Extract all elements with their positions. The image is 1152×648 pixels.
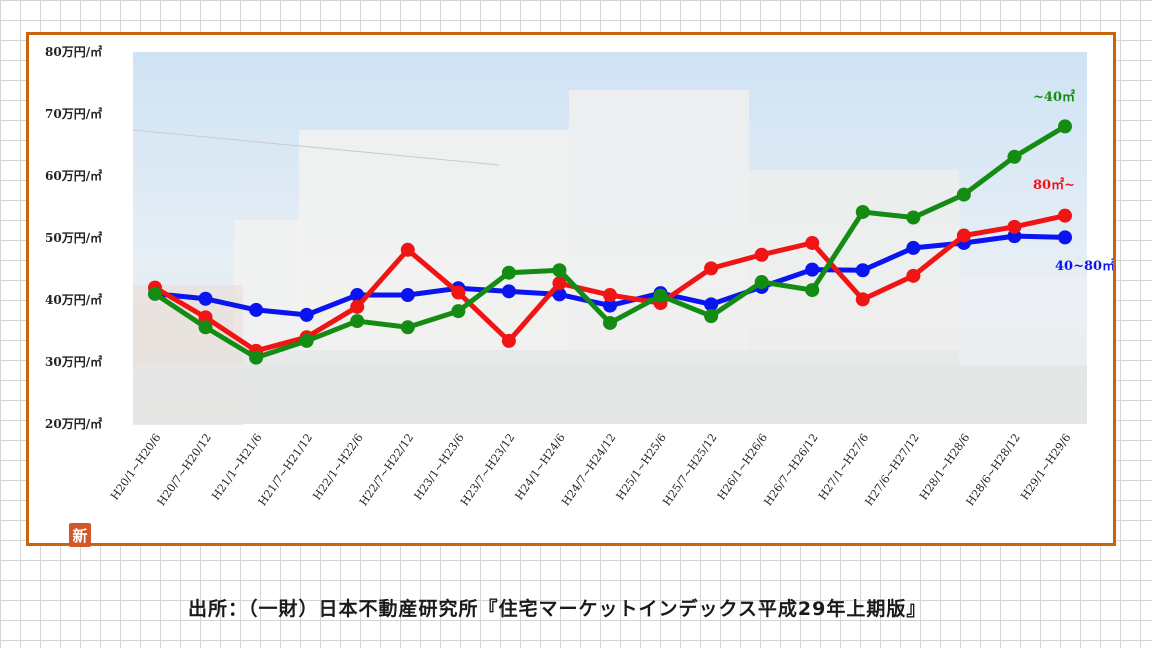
- y-tick-label: 60万円/㎡: [45, 168, 102, 183]
- x-tick-label: H27/1~H27/6: [816, 431, 871, 502]
- data-point: [198, 291, 213, 306]
- data-point: [754, 247, 769, 262]
- data-point: [198, 320, 213, 335]
- y-tick-label: 20万円/㎡: [45, 416, 102, 431]
- x-tick-label: H21/7~H21/12: [256, 431, 315, 508]
- data-point: [855, 292, 870, 307]
- data-point: [603, 315, 617, 330]
- x-tick-label: H22/1~H22/6: [310, 431, 365, 502]
- data-point: [299, 307, 314, 322]
- data-point: [501, 265, 516, 280]
- y-tick-label: 70万円/㎡: [45, 106, 102, 121]
- x-tick-label: H28/1~H28/6: [917, 431, 972, 502]
- series-layer: [148, 119, 1072, 365]
- data-point: [1058, 230, 1072, 245]
- x-tick-label: H22/7~H22/12: [357, 431, 416, 508]
- x-tick-label: H23/7~H23/12: [458, 431, 517, 508]
- data-point: [198, 310, 213, 325]
- data-point: [906, 240, 921, 255]
- series-0: [148, 229, 1072, 322]
- x-tick-label: H27/6~H27/12: [862, 431, 921, 508]
- data-point: [249, 302, 264, 317]
- x-tick-label: H26/1~H26/6: [715, 431, 770, 502]
- x-tick-label: H28/6~H28/12: [964, 431, 1023, 508]
- data-point: [400, 242, 415, 257]
- x-tick-label: H20/1~H20/6: [108, 431, 163, 502]
- y-tick-label: 50万円/㎡: [45, 230, 102, 245]
- data-point: [855, 263, 870, 278]
- data-point: [552, 263, 567, 278]
- data-point: [805, 235, 820, 250]
- data-point: [350, 299, 365, 314]
- data-point: [299, 333, 314, 348]
- data-point: [603, 298, 617, 313]
- series-2: [148, 119, 1072, 365]
- data-point: [1007, 149, 1022, 164]
- data-point: [704, 261, 719, 276]
- x-tick-label: H25/1~H25/6: [614, 431, 669, 502]
- data-point: [148, 286, 162, 301]
- series-label: 40~80㎡: [1055, 258, 1113, 274]
- data-point: [400, 320, 415, 335]
- plot-background: [132, 52, 1087, 425]
- data-point: [805, 283, 820, 298]
- data-point: [400, 288, 415, 303]
- x-tick-label: H20/7~H20/12: [155, 431, 214, 508]
- series-label: ~40㎡: [1033, 89, 1075, 105]
- data-point: [855, 204, 870, 219]
- x-tick-label: H25/7~H25/12: [660, 431, 719, 508]
- data-point: [1007, 219, 1022, 234]
- data-point: [350, 314, 365, 329]
- data-point: [704, 309, 719, 324]
- data-point: [1058, 119, 1072, 134]
- new-badge: 新: [69, 523, 91, 547]
- y-tick-label: 80万円/㎡: [45, 44, 102, 59]
- x-tick-label: H24/7~H24/12: [559, 431, 618, 508]
- x-axis-ticks: H20/1~H20/6H20/7~H20/12H21/1~H21/6H21/7~…: [108, 431, 1073, 508]
- data-point: [653, 288, 668, 303]
- data-point: [451, 285, 466, 300]
- source-note: 出所：（一財）日本不動産研究所『住宅マーケットインデックス平成29年上期版』: [188, 598, 927, 620]
- data-point: [906, 210, 921, 225]
- series-label: 80㎡~: [1033, 177, 1075, 193]
- data-point: [956, 187, 971, 202]
- data-point: [552, 276, 567, 291]
- data-point: [1058, 208, 1072, 223]
- x-tick-label: H23/1~H23/6: [412, 431, 467, 502]
- series-labels: 40~80㎡ 80㎡~ ~40㎡: [1033, 89, 1113, 274]
- x-tick-label: H26/7~H26/12: [761, 431, 820, 508]
- data-point: [754, 275, 769, 290]
- x-tick-label: H29/1~H29/6: [1018, 431, 1073, 502]
- data-point: [501, 333, 516, 348]
- data-point: [603, 288, 617, 303]
- data-point: [501, 284, 516, 299]
- y-tick-label: 30万円/㎡: [45, 354, 102, 369]
- chart-frame: 80万円/㎡ 70万円/㎡ 60万円/㎡ 50万円/㎡ 40万円/㎡ 30万円/㎡ 20万円…: [26, 32, 1116, 547]
- x-tick-label: H21/1~H21/6: [209, 431, 264, 502]
- data-point: [805, 262, 820, 277]
- data-point: [249, 350, 264, 365]
- data-point: [956, 228, 971, 243]
- y-tick-label: 40万円/㎡: [45, 292, 102, 307]
- data-point: [704, 297, 719, 312]
- data-point: [451, 304, 466, 319]
- data-point: [350, 288, 365, 303]
- y-axis-ticks: 80万円/㎡ 70万円/㎡ 60万円/㎡ 50万円/㎡ 40万円/㎡ 30万円/㎡ 20万円…: [45, 44, 102, 431]
- data-point: [906, 268, 921, 283]
- line-chart: 80万円/㎡ 70万円/㎡ 60万円/㎡ 50万円/㎡ 40万円/㎡ 30万円/㎡ 20万円…: [45, 44, 1113, 508]
- x-tick-label: H24/1~H24/6: [513, 431, 568, 502]
